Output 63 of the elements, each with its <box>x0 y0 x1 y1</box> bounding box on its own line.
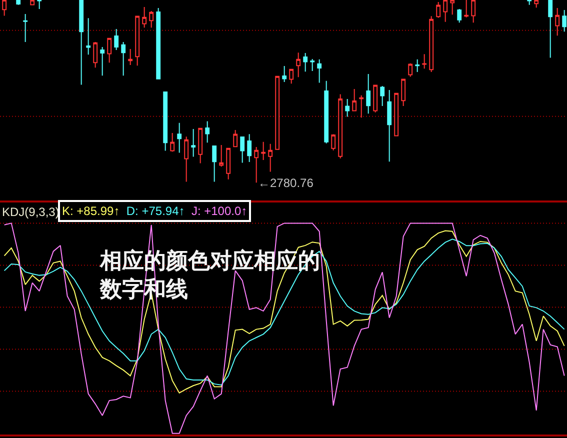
candlestick <box>247 134 252 163</box>
candlestick <box>79 0 84 86</box>
candlestick <box>555 8 560 36</box>
candlestick <box>121 42 126 76</box>
candlestick <box>415 58 420 72</box>
candlestick <box>275 76 280 150</box>
candlestick <box>100 46 105 76</box>
candlestick <box>303 52 308 72</box>
candlestick <box>198 128 203 164</box>
candlestick <box>282 65 287 83</box>
candlestick <box>366 73 371 114</box>
candlestick <box>219 144 224 168</box>
candlestick <box>212 145 217 182</box>
candlestick <box>233 130 238 148</box>
candlestick <box>191 128 196 158</box>
candlestick <box>380 86 385 106</box>
candlestick <box>373 84 378 113</box>
candlestick <box>177 122 182 154</box>
candlestick <box>548 0 553 58</box>
candlestick <box>254 146 259 184</box>
candlestick <box>184 136 189 182</box>
candlestick <box>142 6 147 28</box>
text: K: +85.99↑ <box>62 204 120 218</box>
candlestick <box>422 54 427 70</box>
candlestick <box>114 28 119 51</box>
candlestick <box>324 80 329 144</box>
annotation: ←2780.76 <box>258 176 314 190</box>
candlestick <box>387 90 392 162</box>
candlestick <box>338 94 343 159</box>
candlestick <box>86 18 91 56</box>
candlestick <box>394 92 399 136</box>
candlestick <box>226 148 231 180</box>
candlestick <box>352 88 357 112</box>
candlestick <box>240 136 245 164</box>
candlestick <box>205 120 210 144</box>
candlestick <box>16 0 21 6</box>
candlestick <box>408 62 413 78</box>
candlestick <box>401 78 406 106</box>
candlestick <box>296 52 301 78</box>
candlestick <box>149 10 154 28</box>
candlestick <box>289 68 294 84</box>
candlestick <box>317 58 322 84</box>
candlestick <box>457 8 462 24</box>
candlestick <box>310 58 315 72</box>
candlestick <box>261 141 266 161</box>
candlestick <box>37 0 42 10</box>
candlestick <box>163 92 168 152</box>
candlestick <box>429 16 434 72</box>
candlestick <box>93 42 98 68</box>
candlestick <box>562 10 567 32</box>
candlestick <box>170 132 175 152</box>
candlestick <box>345 98 350 118</box>
candlestick <box>359 94 364 118</box>
chart-title: KDJ(9,3,3) <box>2 205 60 219</box>
candlestick <box>135 16 140 66</box>
candlestick <box>107 38 112 64</box>
candlestick <box>23 14 28 43</box>
candlestick <box>156 8 161 80</box>
text: J: +100.0↑ <box>191 204 248 218</box>
candlestick <box>268 143 273 172</box>
text: D: +75.94↑ <box>126 204 185 218</box>
candlestick <box>331 134 336 151</box>
candlestick <box>128 48 133 66</box>
